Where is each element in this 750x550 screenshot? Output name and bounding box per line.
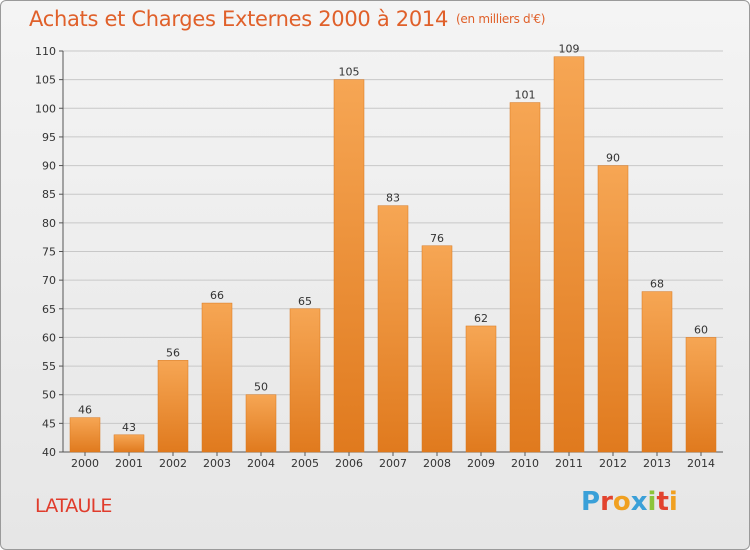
x-tick-label: 2000 (71, 457, 99, 470)
bar-2004 (245, 394, 277, 453)
logo-letter: t (656, 487, 669, 517)
x-tick-labels: 2000 2001 2002 2003 2004 2005 2006 2007 2008 2009… (71, 457, 715, 470)
logo-letter: r (600, 487, 613, 517)
value-label: 60 (694, 323, 708, 336)
value-label: 109 (559, 43, 580, 56)
logo-letter: P (581, 487, 601, 517)
logo-letter: i (647, 487, 657, 517)
y-tick-label: 80 (42, 217, 56, 230)
logo-letter: o (612, 487, 631, 517)
bar-2014 (685, 337, 717, 453)
value-label: 43 (122, 421, 136, 434)
bar-2007 (377, 205, 409, 453)
chart-unit: (en milliers d'€) (456, 12, 546, 26)
x-tick-label: 2006 (335, 457, 363, 470)
value-label: 105 (339, 66, 360, 79)
bar-2002 (157, 360, 189, 453)
bar-2012 (597, 165, 629, 453)
x-tick-label: 2013 (643, 457, 671, 470)
y-tick-label: 70 (42, 274, 56, 287)
x-tick-label: 2002 (159, 457, 187, 470)
value-label: 62 (474, 312, 488, 325)
y-tick-label: 95 (42, 131, 56, 144)
bar-2006 (333, 79, 365, 453)
x-tick-label: 2004 (247, 457, 275, 470)
chart-title-text: Achats et Charges Externes 2000 à 2014 (29, 7, 449, 31)
x-tick-label: 2001 (115, 457, 143, 470)
value-label: 46 (78, 404, 92, 417)
x-tick-label: 2005 (291, 457, 319, 470)
value-label: 66 (210, 289, 224, 302)
x-tick-label: 2011 (555, 457, 583, 470)
proxiti-logo: Proxiti (581, 487, 678, 517)
value-label: 76 (430, 232, 444, 245)
commune-name: LATAULE (35, 495, 112, 517)
x-tick-label: 2007 (379, 457, 407, 470)
y-tick-labels: 40 45 50 55 60 65 70 75 80 85 90 95 100 105 110 (35, 45, 56, 459)
y-tick-label: 105 (35, 74, 56, 87)
y-tick-label: 60 (42, 331, 56, 344)
bar-2008 (421, 245, 453, 453)
bar-2003 (201, 302, 233, 453)
bar-2010 (509, 102, 541, 453)
bars (69, 56, 717, 453)
value-label: 101 (515, 89, 536, 102)
value-labels: 46 43 56 66 50 65 105 83 76 62 101 109 90 68 60 (78, 43, 708, 434)
logo-letter: x (630, 487, 648, 517)
y-tick-label: 110 (35, 45, 56, 58)
bar-2009 (465, 325, 497, 453)
bar-2001 (113, 434, 145, 453)
x-tick-label: 2003 (203, 457, 231, 470)
y-tick-label: 55 (42, 360, 56, 373)
value-label: 65 (298, 295, 312, 308)
x-tick-label: 2009 (467, 457, 495, 470)
y-tick-label: 90 (42, 160, 56, 173)
y-tick-label: 75 (42, 246, 56, 259)
x-tick-label: 2012 (599, 457, 627, 470)
value-label: 56 (166, 346, 180, 359)
value-label: 68 (650, 278, 664, 291)
y-tick-label: 40 (42, 446, 56, 459)
y-tick-label: 65 (42, 303, 56, 316)
logo-letter: i (668, 487, 678, 517)
value-label: 90 (606, 152, 620, 165)
value-label: 83 (386, 192, 400, 205)
chart-title: Achats et Charges Externes 2000 à 2014 (e… (29, 7, 545, 31)
x-tick-label: 2008 (423, 457, 451, 470)
x-tick-label: 2010 (511, 457, 539, 470)
bar-2005 (289, 308, 321, 453)
bar-2013 (641, 291, 673, 453)
x-tick-label: 2014 (687, 457, 715, 470)
y-tick-label: 45 (42, 417, 56, 430)
y-tick-label: 85 (42, 188, 56, 201)
y-tick-label: 100 (35, 102, 56, 115)
value-label: 50 (254, 381, 268, 394)
bar-2011 (553, 56, 585, 453)
y-tick-label: 50 (42, 389, 56, 402)
bar-2000 (69, 417, 101, 453)
